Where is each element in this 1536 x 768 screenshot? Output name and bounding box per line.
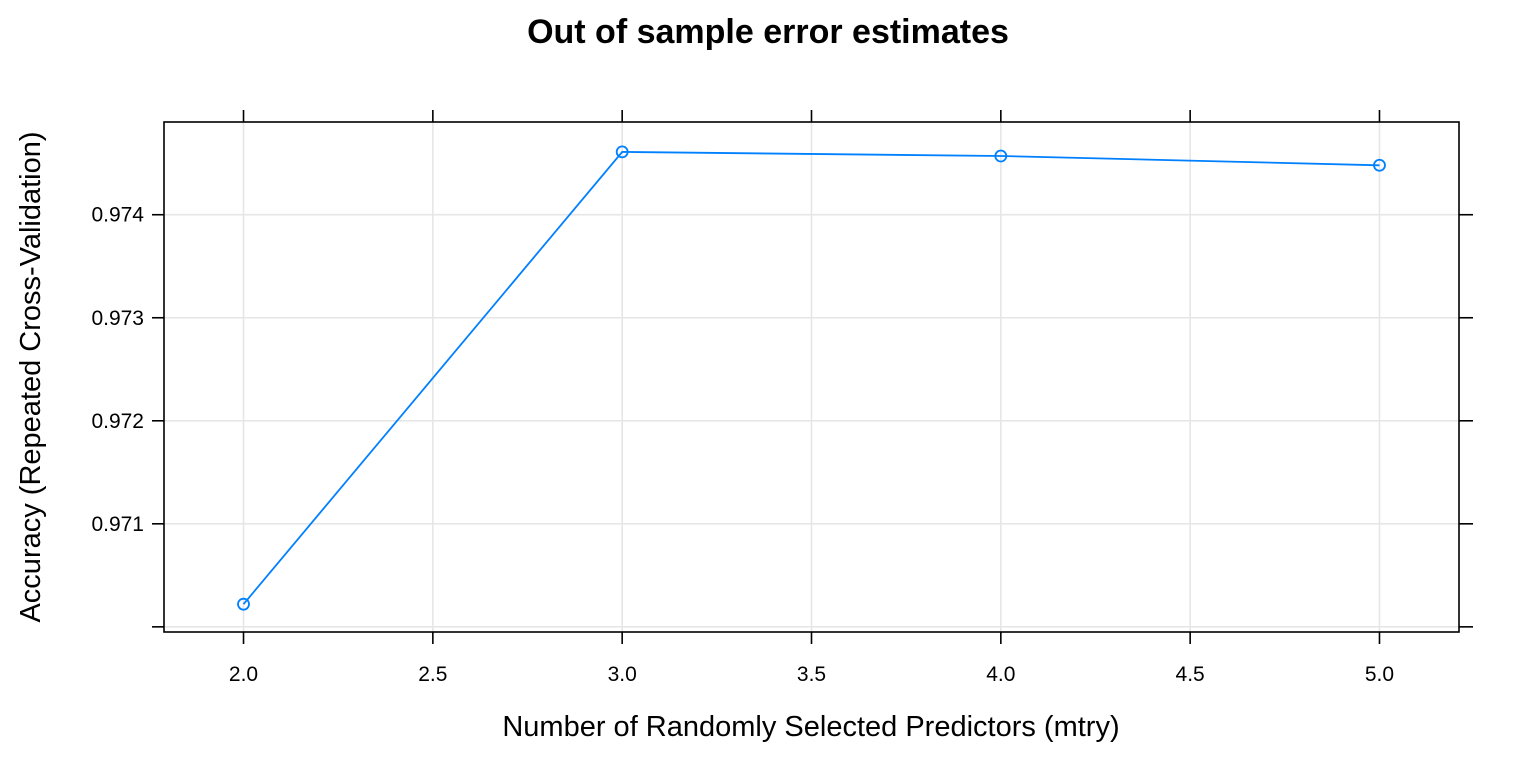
x-axis-label: Number of Randomly Selected Predictors (… bbox=[502, 711, 1119, 743]
y-tick-label: 0.974 bbox=[91, 204, 144, 227]
y-tick-label: 0.971 bbox=[91, 513, 144, 536]
data-point bbox=[994, 149, 1008, 163]
x-tick-label: 2.5 bbox=[418, 663, 447, 686]
tick-labels: 2.0 2.5 3.0 3.5 4.0 4.5 5.0 0.971 0.972 0.973 0.97… bbox=[91, 204, 1394, 686]
y-tick-label: 0.973 bbox=[91, 307, 144, 330]
x-tick-label: 2.0 bbox=[229, 663, 258, 686]
axis-ticks bbox=[152, 110, 1473, 644]
data-point bbox=[237, 597, 250, 611]
x-tick-label: 4.5 bbox=[1176, 663, 1205, 686]
chart-title: Out of sample error estimates bbox=[527, 13, 1009, 51]
plot-frame bbox=[163, 121, 1460, 633]
grid bbox=[164, 122, 1459, 632]
x-tick-label: 3.0 bbox=[608, 663, 637, 686]
y-tick-label: 0.972 bbox=[91, 410, 144, 433]
series bbox=[237, 145, 1386, 611]
x-tick-label: 3.5 bbox=[797, 663, 826, 686]
data-point bbox=[1373, 158, 1386, 172]
x-tick-label: 5.0 bbox=[1365, 663, 1394, 686]
series-line bbox=[242, 150, 1380, 605]
data-point bbox=[615, 145, 629, 159]
x-tick-label: 4.0 bbox=[986, 663, 1015, 686]
y-axis-label: Accuracy (Repeated Cross-Validation) bbox=[15, 131, 47, 622]
